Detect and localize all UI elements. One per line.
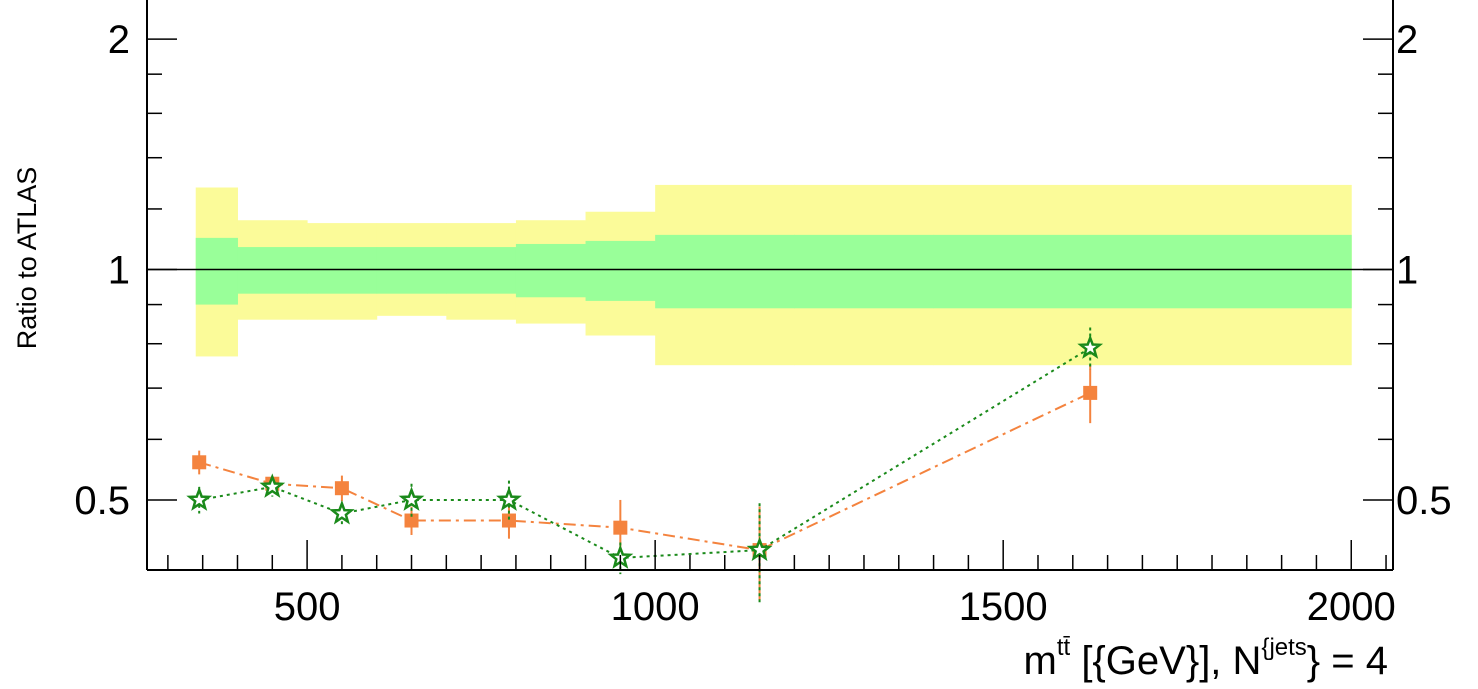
series-1-point-7 <box>1077 334 1104 359</box>
inner-band-9 <box>933 234 1352 309</box>
inner-band-8 <box>794 234 935 309</box>
series-0-point-0 <box>192 455 207 470</box>
y-tick-label-left: 2 <box>108 18 130 62</box>
y-tick-label-right: 0.5 <box>1396 479 1452 523</box>
series-layer <box>186 327 1104 605</box>
inner-band-1 <box>237 247 308 294</box>
series-1-point-6 <box>746 536 773 562</box>
y-tick-label-right: 2 <box>1396 18 1418 62</box>
series-0-point-7 <box>1083 385 1098 400</box>
y-tick-label-left: 1 <box>108 249 130 293</box>
series-0-point-2 <box>334 481 349 496</box>
series-1-point-2 <box>329 499 355 525</box>
x-axis-label: mtt̄ [{GeV}], N{jets} = 4 <box>1024 634 1388 683</box>
series-1-point-1 <box>259 473 286 498</box>
series-0-line <box>198 391 1091 552</box>
series-0-point-3 <box>404 513 419 528</box>
series-0-point-5 <box>613 520 628 535</box>
inner-band-2 <box>307 247 378 294</box>
y-tick-label-left: 0.5 <box>74 479 130 523</box>
x-axis-label-suffix: } = 4 <box>1307 639 1388 683</box>
y-tick-label-right: 1 <box>1396 249 1418 293</box>
x-tick-label: 500 <box>274 585 341 629</box>
x-tick-label: 1500 <box>959 585 1048 629</box>
inner-band-7 <box>655 234 795 309</box>
inner-band-6 <box>585 240 656 301</box>
series-1-point-3 <box>398 486 425 511</box>
x-tick-label: 2000 <box>1307 585 1396 629</box>
tick-labels: 500 1000 1500 2000 0.5 0.5 1 1 2 2 <box>74 18 1451 629</box>
x-axis-label-units-sup: {jets <box>1261 634 1306 661</box>
series-1-line <box>199 347 1091 559</box>
x-axis-label-main: m <box>1024 639 1057 683</box>
series-1-point-0 <box>186 486 213 511</box>
x-axis-label-units: [{GeV}], N <box>1070 639 1261 683</box>
series-0-point-4 <box>501 513 516 528</box>
x-tick-label: 1000 <box>611 585 700 629</box>
series-1-point-4 <box>496 486 522 511</box>
inner-band-5 <box>515 243 587 298</box>
inner-band-4 <box>446 247 517 294</box>
x-axis-label-main-sup: tt̄ <box>1057 634 1071 661</box>
inner-band-0 <box>195 237 238 305</box>
y-axis-label: Ratio to ATLAS <box>12 167 42 350</box>
uncertainty-bands <box>195 184 1352 366</box>
axes <box>146 0 1394 571</box>
inner-band-3 <box>376 247 447 294</box>
